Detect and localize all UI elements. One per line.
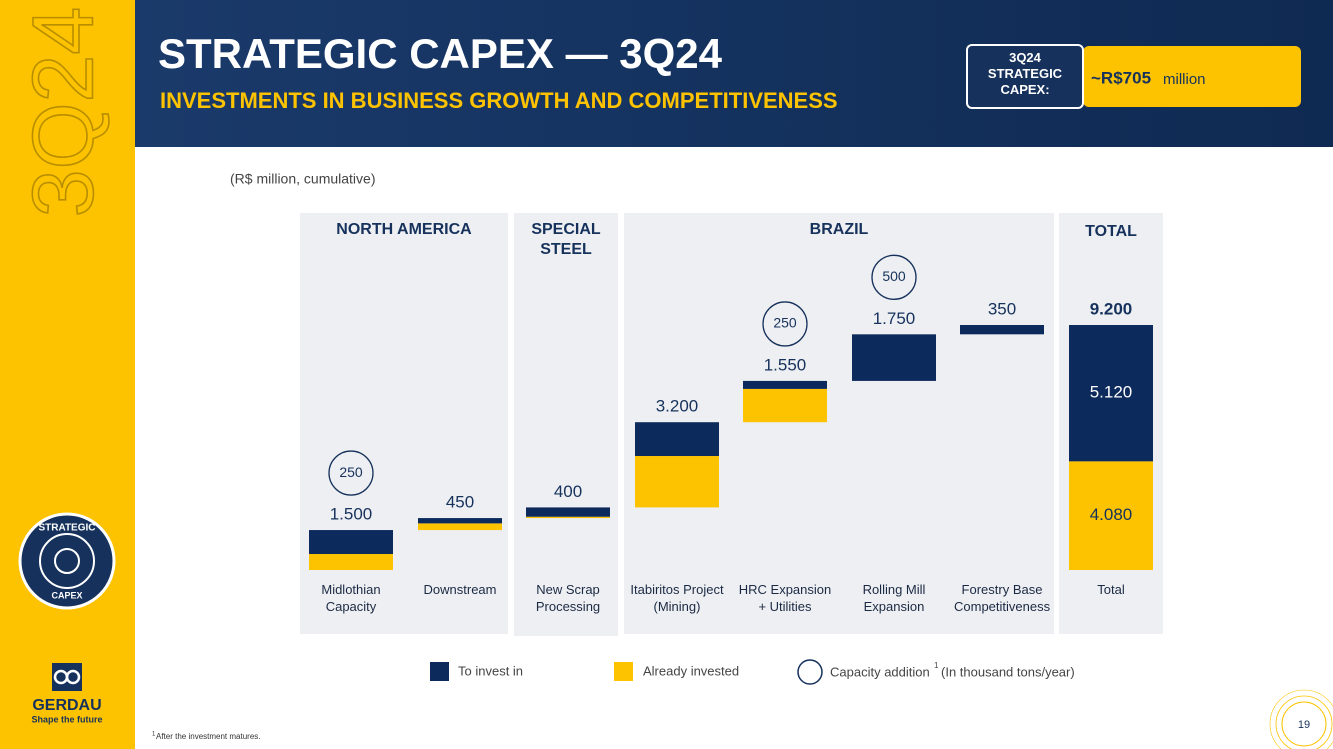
- bar-segment: [418, 518, 502, 524]
- total-label: 9.200: [1090, 299, 1133, 318]
- footnote-marker: 1: [152, 732, 156, 738]
- segment-label: 5.120: [1090, 383, 1133, 402]
- group-header: BRAZIL: [809, 221, 869, 238]
- page-ring: [1269, 689, 1333, 749]
- legend-swatch: [430, 662, 449, 681]
- bar-segment: [635, 456, 719, 508]
- chart-subtitle: (R$ million, cumulative): [230, 171, 375, 187]
- kpi-unit: million: [1163, 71, 1206, 88]
- bar-segment: [1069, 461, 1153, 570]
- badge: [18, 512, 116, 610]
- capacity-circle: [871, 254, 917, 300]
- legend-circle: [797, 659, 823, 685]
- badge-gear: [54, 548, 80, 574]
- legend-label: Capacity addition: [830, 664, 930, 679]
- bar-segment: [526, 507, 610, 517]
- page-number: 19: [1298, 719, 1310, 731]
- logo-g: [65, 669, 81, 685]
- segment-label: 4.080: [1090, 505, 1133, 524]
- kpi-value: ~R$705: [1091, 68, 1151, 87]
- capacity-label: 250: [339, 464, 363, 480]
- page-ring: [1275, 695, 1333, 749]
- total-label: 1.500: [330, 505, 373, 524]
- logo-name: GERDAU: [32, 697, 101, 714]
- bar-segment: [960, 325, 1044, 335]
- footnote: After the investment matures.: [156, 732, 261, 741]
- x-tick-label: Rolling Mill Expansion: [862, 582, 926, 614]
- kpi-label-wrap: 3Q24 STRATEGIC CAPEX:: [987, 50, 1063, 97]
- capacity-label: 250: [773, 315, 797, 331]
- kpi-label: 3Q24 STRATEGIC CAPEX:: [987, 50, 1063, 97]
- capacity-circle: [328, 450, 374, 496]
- bar-segment: [852, 334, 936, 381]
- total-label: 450: [446, 493, 474, 512]
- bar-segment: [743, 388, 827, 423]
- badge-bottom: CAPEX: [51, 590, 82, 600]
- x-tick-label: Downstream: [423, 582, 497, 597]
- group-header: NORTH AMERICA: [336, 221, 472, 238]
- bar-segment: [309, 530, 393, 555]
- bar-segment: [526, 516, 610, 519]
- bar-segment: [743, 380, 827, 389]
- total-label: 1.550: [764, 355, 807, 374]
- bar-segment: [309, 554, 393, 570]
- total-label: 400: [554, 482, 582, 501]
- bar-segment: [418, 523, 502, 531]
- kpi-label-box: [966, 44, 1084, 109]
- x-tick-label: HRC Expansion + Utilities: [738, 582, 832, 614]
- x-tick-label: Midlothian Capacity: [321, 582, 381, 614]
- panel: [300, 213, 508, 634]
- bar-segment: [1069, 325, 1153, 462]
- bar-segment: [635, 422, 719, 457]
- legend-label: Already invested: [643, 663, 739, 678]
- badge-top: STRATEGIC: [38, 523, 95, 534]
- x-tick-label: Itabiritos Project (Mining): [630, 582, 724, 614]
- legend-label: To invest in: [458, 663, 523, 678]
- panel: [514, 213, 618, 636]
- total-label: 350: [988, 299, 1016, 318]
- sidebar-label: 3Q24: [16, 7, 112, 217]
- subtitle: INVESTMENTS IN BUSINESS GROWTH AND COMPE…: [160, 88, 838, 113]
- legend-swatch: [614, 662, 633, 681]
- kpi-value-box: [1083, 46, 1301, 107]
- x-tick-label: Forestry Base Competitiveness: [954, 582, 1051, 614]
- sidebar: [0, 0, 135, 749]
- capacity-label: 500: [882, 268, 906, 284]
- total-label: 3.200: [656, 397, 699, 416]
- x-tick-label: Total: [1097, 582, 1125, 597]
- title: STRATEGIC CAPEX — 3Q24: [158, 30, 723, 77]
- badge-ring: [39, 533, 95, 589]
- x-tick-label: New Scrap Processing: [535, 582, 601, 614]
- group-header: SPECIAL STEEL: [531, 221, 601, 258]
- logo-tagline: Shape the future: [31, 714, 102, 724]
- page-ring: [1281, 701, 1327, 747]
- legend-unit: (In thousand tons/year): [941, 664, 1075, 679]
- capacity-circle: [762, 301, 808, 347]
- total-label: 1.750: [873, 309, 916, 328]
- legend-superscript: 1: [934, 661, 939, 670]
- group-header: TOTAL: [1085, 223, 1137, 240]
